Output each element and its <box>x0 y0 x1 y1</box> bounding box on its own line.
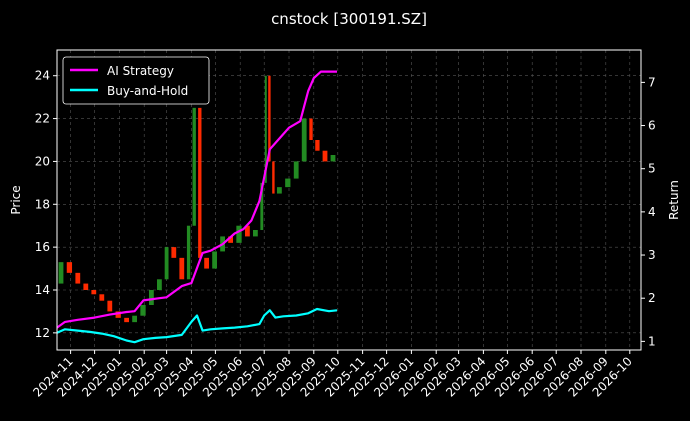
left-tick-label: 20 <box>35 154 50 168</box>
left-tick-label: 22 <box>35 112 50 126</box>
left-axis-label: Price <box>9 185 23 214</box>
price-candles <box>58 75 336 323</box>
ai-strategy-line <box>56 70 337 329</box>
right-axis-label: Return <box>667 180 681 220</box>
right-tick-label: 1 <box>648 334 656 348</box>
legend-label-ai-strategy: AI Strategy <box>107 64 174 78</box>
right-tick-label: 4 <box>648 205 656 219</box>
chart-title: cnstock [300191.SZ] <box>271 10 427 28</box>
left-tick-label: 24 <box>35 69 50 83</box>
left-tick-label: 12 <box>35 326 50 340</box>
series-lines <box>56 70 338 344</box>
right-tick-label: 3 <box>648 248 656 262</box>
right-tick-label: 7 <box>648 75 656 89</box>
buy-and-hold-line <box>56 307 338 344</box>
left-tick-label: 16 <box>35 240 50 254</box>
left-tick-label: 14 <box>35 283 50 297</box>
right-axis-ticks: 1 2 3 4 5 6 7 <box>641 75 656 348</box>
left-tick-label: 18 <box>35 197 50 211</box>
right-tick-label: 5 <box>648 162 656 176</box>
plot-frame <box>56 49 642 351</box>
legend-box <box>62 56 210 105</box>
right-tick-label: 2 <box>648 291 656 305</box>
legend-label-buy-and-hold: Buy-and-Hold <box>107 84 188 98</box>
right-tick-label: 6 <box>648 119 656 133</box>
left-axis-ticks: 12 14 16 18 20 22 24 <box>35 69 57 340</box>
legend: AI Strategy Buy-and-Hold <box>62 56 210 105</box>
